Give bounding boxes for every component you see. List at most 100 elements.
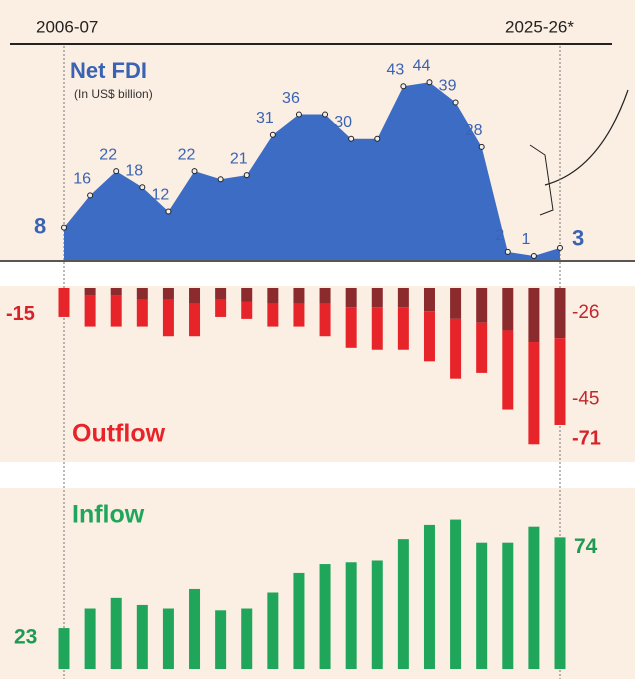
outflow-bar xyxy=(371,307,383,350)
inflow-bar xyxy=(162,608,174,669)
value-label: 22 xyxy=(178,146,196,163)
outflow-bar xyxy=(215,288,227,300)
outflow-bar xyxy=(502,330,514,410)
outflow-bar xyxy=(319,288,331,304)
inflow-bar xyxy=(528,526,540,669)
inflow-bar xyxy=(267,592,279,669)
point xyxy=(217,176,224,183)
outflow-bar xyxy=(397,307,409,350)
net-area xyxy=(64,82,560,261)
outflow-bar xyxy=(319,303,331,337)
outflow-bar xyxy=(293,288,305,304)
value-label: -26 xyxy=(572,302,599,323)
outflow-bar xyxy=(528,288,540,343)
value-label: 16 xyxy=(73,171,91,188)
start-year: 2006-07 xyxy=(36,17,98,36)
point xyxy=(374,135,381,142)
point xyxy=(400,83,407,90)
outflow-bar xyxy=(58,288,70,317)
outflow-bar xyxy=(136,288,148,300)
outflow-bar xyxy=(189,288,201,304)
point xyxy=(87,192,94,199)
value-label: 31 xyxy=(256,110,274,127)
point xyxy=(269,131,276,138)
outflow-bar xyxy=(189,303,201,337)
point xyxy=(557,244,563,251)
outflow-bar xyxy=(241,288,253,302)
point xyxy=(191,168,198,175)
inflow-bar xyxy=(241,608,253,669)
outflow-bar xyxy=(267,303,279,327)
outflow-bar xyxy=(241,301,253,319)
value-label: 44 xyxy=(413,57,431,74)
value-label: 23 xyxy=(14,626,37,649)
outflow-bar xyxy=(110,295,122,327)
value-label: 28 xyxy=(465,122,483,139)
bracket xyxy=(529,144,554,216)
panel-gap xyxy=(0,262,635,286)
outflow-bar xyxy=(84,288,96,296)
inflow-bar xyxy=(293,572,305,669)
outflow-bar xyxy=(450,288,462,319)
outflow-bar xyxy=(423,288,435,312)
inflow-title: Inflow xyxy=(72,501,145,529)
value-label: -45 xyxy=(572,389,599,410)
point xyxy=(243,172,250,179)
point xyxy=(165,208,172,215)
outflow-bar xyxy=(502,288,514,331)
inflow-bar xyxy=(450,519,462,669)
inflow-bar xyxy=(58,628,70,669)
callout-arc xyxy=(544,89,629,186)
outflow-bar xyxy=(476,288,488,323)
value-label: 30 xyxy=(334,114,352,131)
outflow-bar xyxy=(476,322,488,373)
inflow-bar xyxy=(189,588,201,669)
outflow-bar xyxy=(397,288,409,308)
outflow-bar xyxy=(371,288,383,308)
outflow-bar xyxy=(345,307,357,348)
point xyxy=(295,111,302,118)
value-label: 43 xyxy=(386,61,404,78)
value-label: 21 xyxy=(230,150,248,167)
value-label: 12 xyxy=(152,187,170,204)
outflow-bar xyxy=(554,288,566,339)
point xyxy=(139,184,146,191)
inflow-bar xyxy=(319,564,331,669)
outflow-bar xyxy=(84,295,96,327)
value-label: 39 xyxy=(439,78,457,95)
point xyxy=(452,99,459,106)
outflow-bar xyxy=(528,342,540,445)
total-label: -71 xyxy=(572,427,601,449)
inflow-bar xyxy=(502,542,514,669)
point xyxy=(504,248,511,255)
inflow-bar xyxy=(476,542,488,669)
point xyxy=(113,168,120,175)
inflow-bar xyxy=(110,597,122,669)
outflow-bar xyxy=(554,338,566,425)
value-label: 8 xyxy=(34,213,46,238)
inflow-bar xyxy=(554,537,566,669)
point xyxy=(348,135,355,142)
point xyxy=(478,143,485,150)
inflow-bar xyxy=(423,524,435,669)
value-label: 2 xyxy=(495,227,504,244)
point xyxy=(426,79,433,86)
outflow-bar xyxy=(293,303,305,327)
value-label: 18 xyxy=(125,162,143,179)
inflow-bar xyxy=(345,562,357,669)
outflow-bar xyxy=(162,288,174,300)
outflow-bar xyxy=(267,288,279,304)
end-year: 2025-26* xyxy=(505,17,574,36)
inflow-bar xyxy=(136,604,148,669)
value-label: 1 xyxy=(521,231,530,248)
value-label: 36 xyxy=(282,90,300,107)
point xyxy=(61,224,67,231)
outflow-bar xyxy=(450,318,462,379)
point xyxy=(322,111,329,118)
outflow-bar xyxy=(110,288,122,296)
inflow-bar xyxy=(397,539,409,669)
panel-gap xyxy=(0,462,635,488)
value-label: 74 xyxy=(574,535,598,558)
